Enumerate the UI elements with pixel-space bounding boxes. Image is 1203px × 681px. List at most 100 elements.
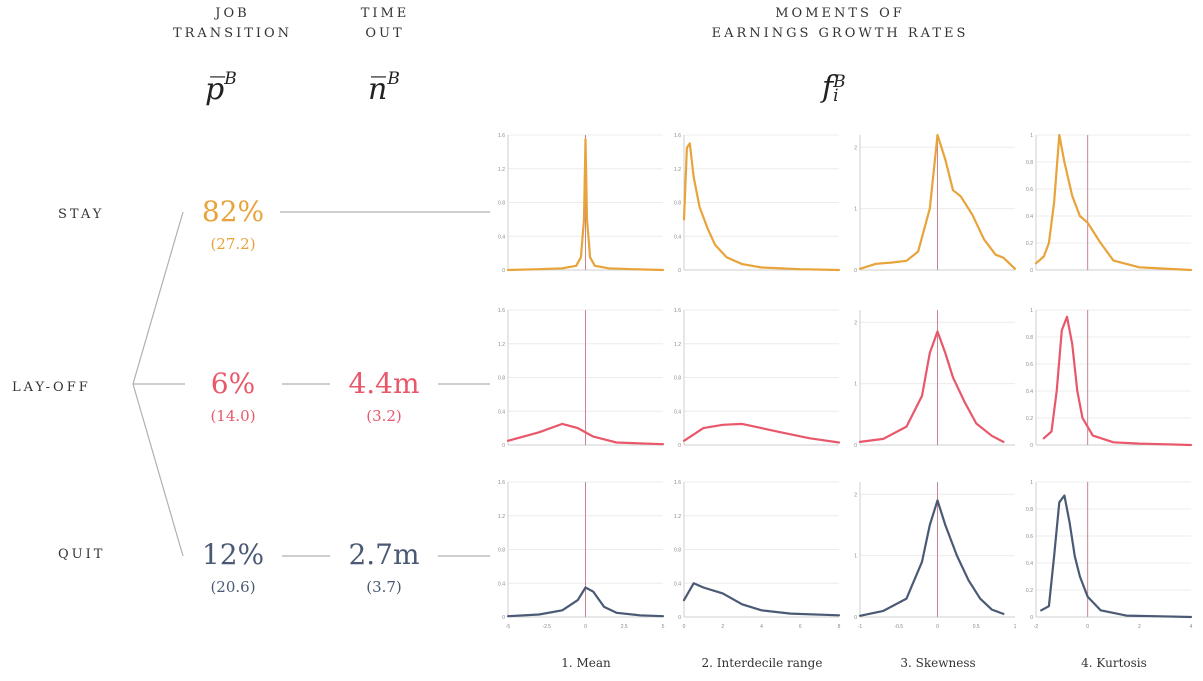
x-tick-label: -1 [858,624,863,630]
density-curve [682,142,841,272]
x-tick-label: -2 [1034,624,1039,630]
y-tick-label: 0.2 [1026,416,1033,422]
panel-lay-off-3: 0 1 2 [854,310,1015,449]
y-tick-label: 1.6 [674,133,681,139]
tree-connectors [132,211,490,557]
x-tick-label: -2.5 [542,624,551,630]
y-tick-label: 0.4 [674,581,681,587]
x-tick-label: 4 [760,624,763,630]
y-tick-label: 1 [1030,308,1033,314]
density-curve [1040,494,1193,619]
x-tick-label: 2 [1138,624,1141,630]
y-tick-label: 0 [1030,615,1033,621]
x-tick-label: 4 [1190,624,1193,630]
panel-quit-3: 0 1 2 -1 -0.5 0 0.5 1 [854,482,1017,630]
density-curve [858,499,1005,617]
y-tick-label: 0.4 [498,409,505,415]
y-tick-label: 1.2 [674,167,681,173]
density-curve [858,133,1017,270]
y-tick-label: 0.2 [1026,241,1033,247]
y-tick-label: 0 [502,443,505,449]
layoff-time-out: 4.4m [348,367,420,400]
stay-percent-sd: (27.2) [210,235,256,253]
y-tick-label: 0.8 [498,376,505,382]
y-tick-label: 0 [854,268,857,274]
y-tick-label: 0.4 [1026,389,1033,395]
panel-lay-off-2: 0 0.4 0.8 1.2 1.6 [674,308,841,449]
y-tick-label: 1.6 [498,133,505,139]
symbol-p-base: p̅ [205,72,225,107]
header-moments: MOMENTS OF EARNINGS GROWTH RATES [620,4,1060,44]
y-tick-label: 0.6 [1026,534,1033,540]
y-tick-label: 0.8 [498,201,505,207]
symbol-f-sup: B [833,72,846,92]
y-tick-label: 0.4 [498,234,505,240]
y-tick-label: 1 [854,554,857,560]
y-tick-label: 0.8 [498,548,505,554]
symbol-n-sup: B [387,69,400,89]
y-tick-label: 2 [854,320,857,326]
x-tick-label: 8 [838,624,841,630]
y-tick-label: 0.8 [674,376,681,382]
row-label-quit: QUIT [58,547,106,562]
y-tick-label: 0.4 [1026,561,1033,567]
y-tick-label: 0 [678,268,681,274]
y-tick-label: 2 [854,492,857,498]
panel-quit-1: 0 0.4 0.8 1.2 1.6 -5 -2.5 0 2.5 5 [498,480,665,630]
column-label-kurtosis: 4. Kurtosis [1081,656,1147,670]
y-tick-label: 0.4 [674,234,681,240]
symbol-p-sup: B [224,69,237,89]
density-curve [858,330,1005,443]
branch-to-stay [132,211,184,385]
layoff-percent-sd: (14.0) [210,407,256,425]
panel-stay-1: 0 0.4 0.8 1.2 1.6 [498,133,665,274]
panel-stay-2: 0 0.4 0.8 1.2 1.6 [674,133,841,274]
y-tick-label: 1 [1030,133,1033,139]
y-tick-label: 0 [1030,443,1033,449]
x-tick-label: 2.5 [621,624,628,630]
branch-to-quit [132,383,184,557]
layoff-time-out-sd: (3.2) [366,407,402,425]
x-tick-label: 0 [936,624,939,630]
panel-lay-off-1: 0 0.4 0.8 1.2 1.6 [498,308,665,449]
x-tick-label: -0.5 [894,624,903,630]
column-label-skewness: 3. Skewness [900,656,976,670]
quit-percent-sd: (20.6) [210,578,256,596]
header-time-out: TIME OUT [335,4,435,44]
y-tick-label: 1.2 [674,342,681,348]
y-tick-label: 1.6 [674,308,681,314]
y-tick-label: 0.2 [1026,588,1033,594]
y-tick-label: 0.4 [1026,214,1033,220]
y-tick-label: 0.8 [1026,160,1033,166]
x-tick-label: 0 [584,624,587,630]
x-tick-label: 0 [1086,624,1089,630]
header-time-out-line1: TIME [360,6,410,21]
panel-stay-3: 0 1 2 [854,133,1017,274]
x-tick-label: 0.5 [973,624,980,630]
y-tick-label: 1.6 [674,480,681,486]
x-tick-label: 5 [662,624,665,630]
y-tick-label: 0.8 [674,201,681,207]
y-tick-label: 1 [854,382,857,388]
column-label-interdecile-range: 2. Interdecile range [701,656,823,670]
y-tick-label: 0.6 [1026,187,1033,193]
panel-quit-2: 0 0.4 0.8 1.2 1.6 0 2 4 6 8 [674,480,841,630]
density-curve [682,582,841,617]
y-tick-label: 0 [502,268,505,274]
y-tick-label: 1.6 [498,480,505,486]
quit-percent: 12% [201,538,265,571]
density-curve [506,586,665,618]
y-tick-label: 0.6 [1026,362,1033,368]
header-moments-line1: MOMENTS OF [775,6,905,21]
symbol-f-base: f [822,70,834,105]
y-tick-label: 1 [854,207,857,213]
y-tick-label: 0 [1030,268,1033,274]
x-tick-label: -5 [506,624,511,630]
column-label-mean: 1. Mean [561,656,611,670]
y-tick-label: 0 [502,615,505,621]
y-tick-label: 1.2 [674,514,681,520]
panel-lay-off-4: 0 0.2 0.4 0.6 0.8 1 [1026,308,1193,449]
y-tick-label: 0.8 [674,548,681,554]
symbol-n-base: n̅ [368,72,388,107]
